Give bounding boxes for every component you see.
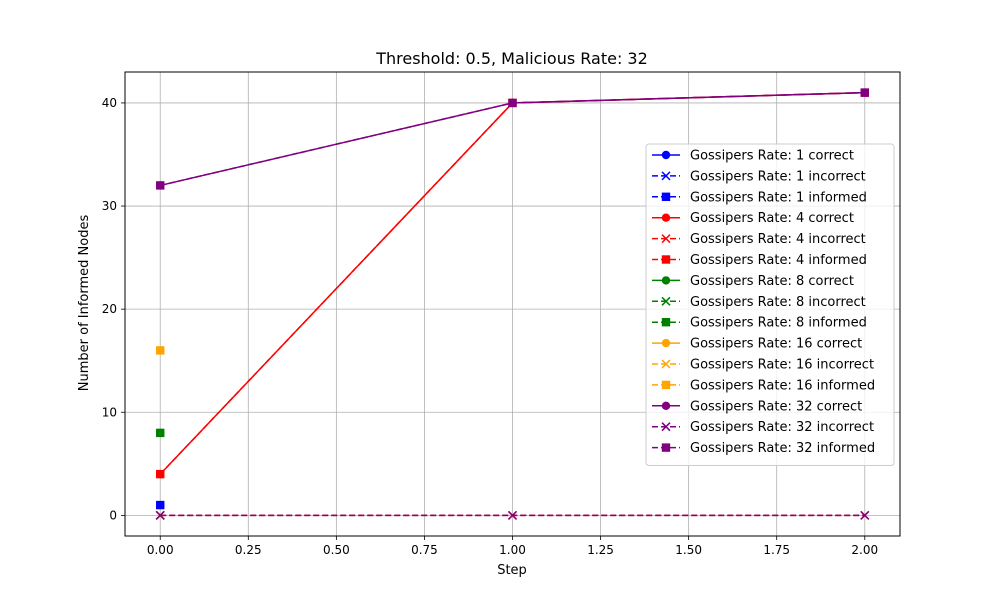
legend-marker [661, 192, 671, 201]
legend-label: Gossipers Rate: 32 correct [690, 399, 862, 414]
legend-label: Gossipers Rate: 1 informed [690, 190, 867, 205]
legend-marker [661, 213, 671, 222]
legend-label: Gossipers Rate: 4 informed [690, 253, 867, 268]
legend-label: Gossipers Rate: 16 correct [690, 337, 862, 352]
series-11 [156, 346, 165, 355]
legend: Gossipers Rate: 1 correct Gossipers Rate:… [645, 143, 895, 466]
y-axis: 0 10 20 30 40 [102, 96, 125, 522]
x-tick-label: 1.25 [587, 543, 614, 557]
series-14 [156, 88, 869, 190]
y-tick-label: 30 [102, 199, 117, 213]
legend-label: Gossipers Rate: 32 incorrect [690, 420, 874, 435]
legend-marker [661, 296, 671, 306]
legend-label: Gossipers Rate: 16 incorrect [690, 358, 874, 373]
chart-title: Threshold: 0.5, Malicious Rate: 32 [375, 49, 648, 68]
y-tick-label: 20 [102, 302, 117, 316]
legend-label: Gossipers Rate: 1 incorrect [690, 169, 866, 184]
legend-label: Gossipers Rate: 8 correct [690, 274, 854, 289]
data-point [156, 346, 165, 355]
legend-marker [661, 443, 671, 452]
legend-item: Gossipers Rate: 4 correct [652, 211, 854, 226]
legend-item: Gossipers Rate: 8 correct [652, 274, 854, 289]
x-tick-label: 1.50 [675, 543, 702, 557]
x-tick-label: 0.75 [411, 543, 438, 557]
legend-item: Gossipers Rate: 1 incorrect [652, 169, 866, 184]
legend-box [645, 143, 895, 466]
legend-item: Gossipers Rate: 8 incorrect [652, 295, 866, 310]
legend-item: Gossipers Rate: 32 informed [652, 441, 875, 456]
x-tick-label: 0.00 [147, 543, 174, 557]
legend-marker [661, 234, 671, 244]
x-tick-label: 0.25 [235, 543, 262, 557]
data-point [156, 428, 165, 438]
legend-item: Gossipers Rate: 16 correct [652, 337, 862, 352]
data-point [508, 98, 517, 108]
y-tick-label: 10 [102, 405, 117, 419]
legend-marker [661, 338, 671, 348]
x-tick-label: 1.00 [499, 543, 526, 557]
data-point [507, 510, 518, 520]
legend-label: Gossipers Rate: 16 informed [690, 378, 875, 393]
x-tick-label: 1.75 [763, 543, 790, 557]
x-axis-label: Step [497, 563, 527, 578]
legend-marker [661, 255, 671, 264]
series-2 [156, 500, 165, 510]
legend-item: Gossipers Rate: 32 incorrect [652, 420, 874, 435]
legend-label: Gossipers Rate: 8 informed [690, 316, 867, 331]
legend-item: Gossipers Rate: 4 incorrect [652, 232, 866, 247]
x-tick-label: 0.50 [323, 543, 350, 557]
legend-marker [661, 401, 671, 410]
data-point [860, 88, 869, 97]
x-axis: 0.00 0.25 0.50 0.75 1.00 1.25 1.50 1.75 2.00 [147, 536, 878, 557]
legend-item: Gossipers Rate: 8 informed [652, 316, 867, 331]
data-point [155, 510, 165, 520]
legend-marker [661, 276, 671, 285]
legend-item: Gossipers Rate: 16 informed [652, 378, 875, 393]
legend-item: Gossipers Rate: 16 incorrect [652, 358, 874, 373]
legend-item: Gossipers Rate: 1 informed [652, 190, 867, 205]
legend-marker [661, 380, 671, 390]
legend-label: Gossipers Rate: 1 correct [690, 149, 854, 164]
data-point [156, 469, 165, 479]
legend-label: Gossipers Rate: 4 correct [690, 211, 854, 226]
legend-label: Gossipers Rate: 32 informed [690, 441, 875, 456]
data-point [156, 500, 165, 510]
legend-item: Gossipers Rate: 1 correct [652, 149, 854, 164]
series-layer [155, 88, 870, 520]
legend-label: Gossipers Rate: 4 incorrect [690, 232, 866, 247]
legend-label: Gossipers Rate: 8 incorrect [690, 295, 866, 310]
series-8 [156, 428, 165, 438]
legend-item: Gossipers Rate: 32 correct [652, 399, 862, 414]
data-point [860, 510, 870, 520]
legend-marker [661, 422, 671, 432]
legend-marker [661, 318, 671, 327]
legend-marker [661, 150, 671, 160]
legend-marker [661, 171, 671, 181]
data-point [156, 181, 165, 190]
series-13 [155, 510, 870, 520]
y-tick-label: 0 [109, 508, 117, 522]
y-tick-label: 40 [102, 96, 117, 110]
y-axis-label: Number of Informed Nodes [77, 215, 92, 392]
legend-marker [661, 359, 671, 369]
x-tick-label: 2.00 [851, 543, 878, 557]
legend-item: Gossipers Rate: 4 informed [652, 253, 867, 268]
